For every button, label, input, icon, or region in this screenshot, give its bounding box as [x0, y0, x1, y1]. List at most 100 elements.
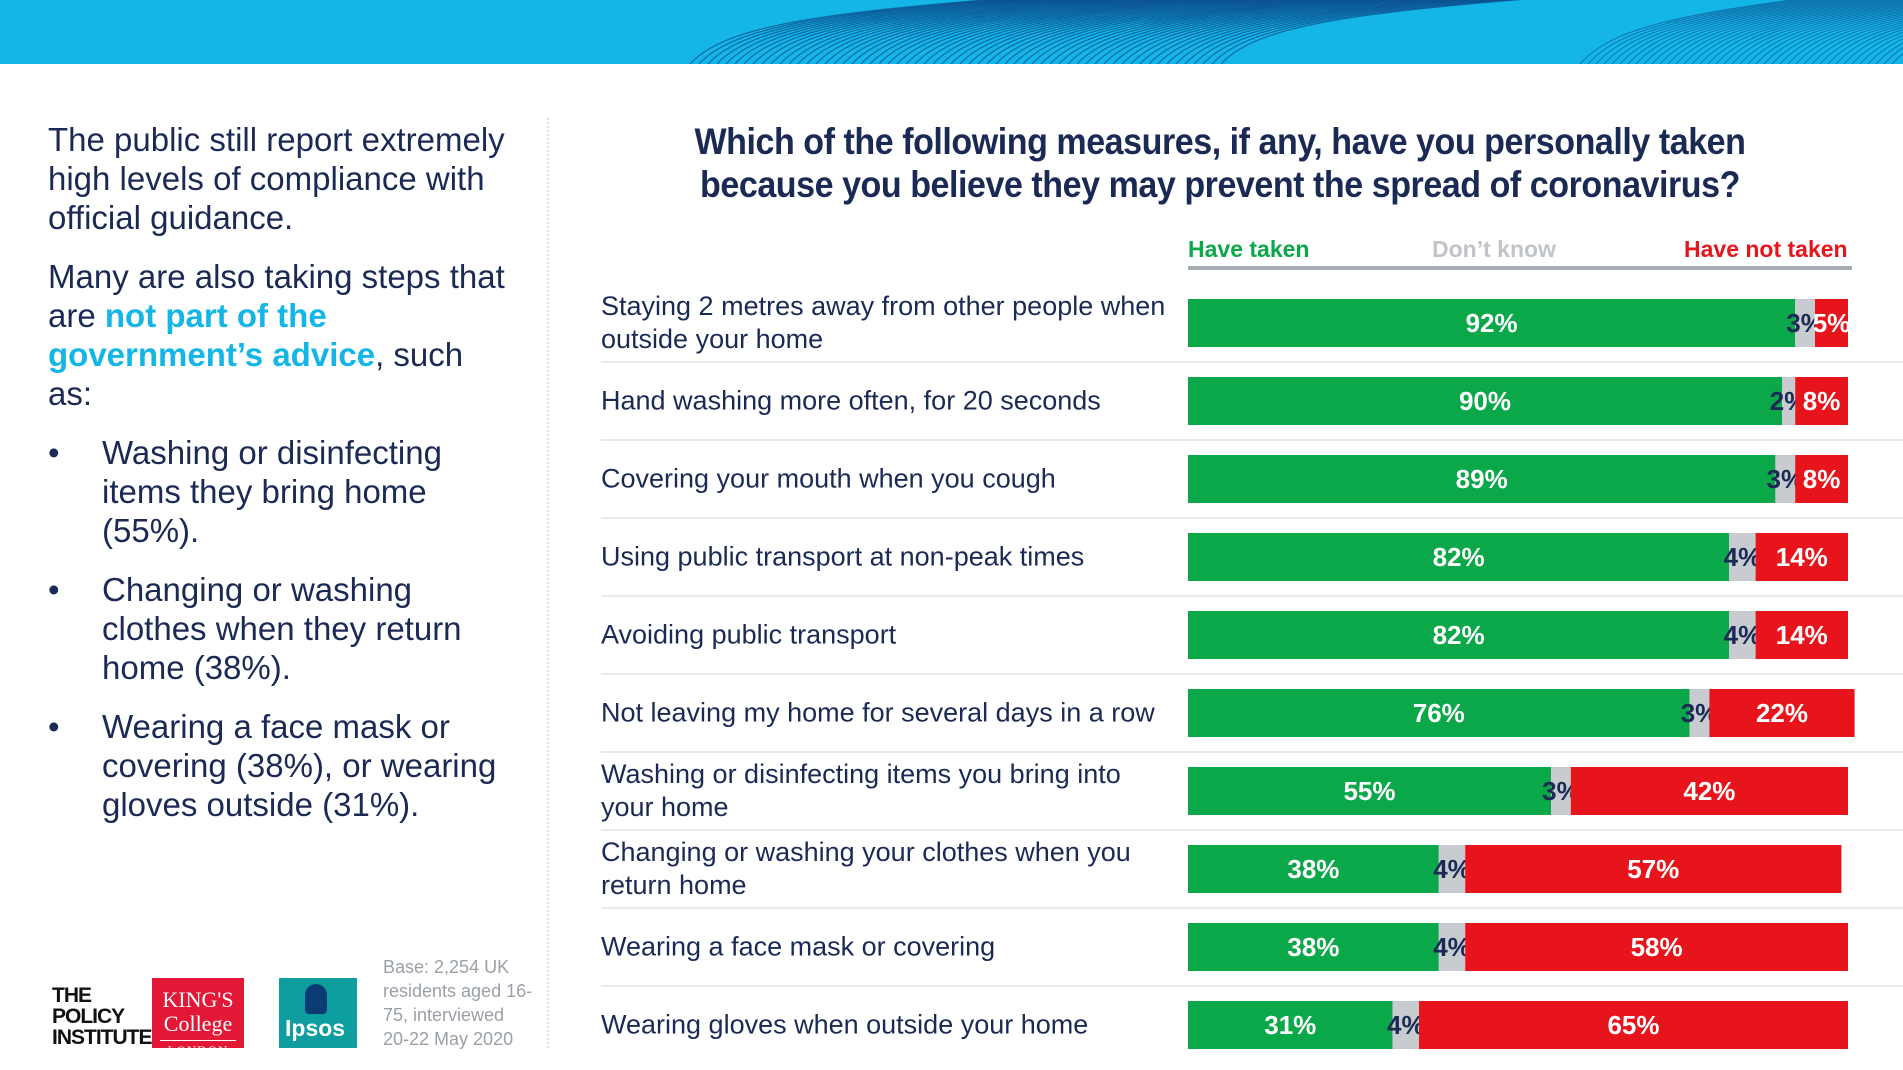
wave-line — [1851, 31, 1903, 64]
wave-line — [1627, 0, 1844, 64]
wave-line — [1811, 20, 1903, 64]
bullet-item: • Washing or disinfecting items they brin… — [48, 433, 508, 550]
bar-segment-have-taken — [1188, 923, 1439, 971]
category-label: Wearing gloves when outside your home — [601, 1009, 1089, 1040]
data-label-have-taken: 82% — [1433, 620, 1485, 650]
wave-line — [698, 0, 1001, 64]
highlight-not-government-advice: not part of the government’s advice — [48, 297, 376, 373]
summary-paragraph-2-end: , such as: — [48, 336, 464, 412]
wave-line — [1022, 0, 1325, 64]
data-label-have-taken: 31% — [1264, 1010, 1316, 1040]
wave-line — [1619, 0, 1836, 64]
kings-logo-city: LONDON — [160, 1040, 236, 1059]
kings-logo-name: KING'S College — [162, 987, 234, 1036]
category-label: Not leaving my home for several days in … — [601, 697, 1155, 728]
data-label-have-not-taken: 8% — [1803, 386, 1841, 416]
wave-line — [1076, 0, 1379, 64]
wave-line — [977, 0, 1280, 64]
legend-rule — [1188, 266, 1852, 270]
wave-line — [878, 0, 1181, 64]
wave-line — [824, 0, 1127, 64]
bar-segment-have-not-taken — [1465, 923, 1848, 971]
wave-line — [1004, 0, 1307, 64]
wave-line — [1715, 2, 1903, 64]
wave-line — [995, 0, 1298, 64]
bar-segment-have-not-taken — [1755, 611, 1848, 659]
data-label-have-not-taken: 42% — [1683, 776, 1735, 806]
bar-segment-have-not-taken — [1795, 455, 1848, 503]
wave-line — [734, 0, 1037, 64]
wave-line — [1587, 0, 1804, 64]
wave-line — [1787, 14, 1903, 64]
wave-line — [1875, 42, 1903, 64]
category-label: Wearing a face mask or covering — [601, 931, 996, 962]
bar-segment-have-not-taken — [1795, 377, 1848, 425]
wave-line — [959, 0, 1262, 64]
bullet-text: Washing or disinfecting items they bring… — [102, 434, 442, 549]
wave-line — [1659, 0, 1876, 64]
category-label: Hand washing more often, for 20 seconds — [601, 385, 1101, 416]
wave-line — [779, 0, 1082, 64]
wave-line — [1819, 21, 1903, 64]
bullet-text: Changing or washing clothes when they re… — [102, 571, 462, 686]
wave-line — [1595, 0, 1812, 64]
wave-line — [914, 0, 1217, 64]
bar-segment-have-not-taken — [1419, 1001, 1848, 1049]
wave-line — [1635, 0, 1852, 64]
wave-line — [1691, 0, 1903, 64]
data-label-have-not-taken: 65% — [1607, 1010, 1659, 1040]
kings-college-london-logo: KING'S College LONDON — [152, 978, 244, 1058]
wave-line — [1220, 0, 1523, 64]
wave-line — [1211, 0, 1514, 64]
wave-line — [1184, 0, 1487, 64]
bar-segment-have-taken — [1188, 533, 1730, 581]
wave-line — [1139, 0, 1442, 64]
data-label-have-not-taken: 8% — [1803, 464, 1841, 494]
wave-line — [806, 0, 1109, 64]
bullet-text: Wearing a face mask or covering (38%), o… — [102, 708, 497, 823]
bar-segment-have-taken — [1188, 767, 1551, 815]
bar-segment-have-taken — [1188, 299, 1796, 347]
wave-line — [842, 0, 1145, 64]
wave-line — [1193, 0, 1496, 64]
bar-segment-dont-know — [1438, 923, 1466, 971]
legend-have-taken: Have taken — [1188, 236, 1310, 262]
wave-line — [1883, 47, 1903, 64]
summary-bullet-list: • Washing or disinfecting items they brin… — [48, 433, 508, 824]
wave-line — [752, 0, 1055, 64]
data-label-have-taken: 76% — [1413, 698, 1465, 728]
bar-segment-have-taken — [1188, 689, 1690, 737]
bar-segment-have-not-taken — [1570, 767, 1848, 815]
wave-line — [1835, 26, 1903, 64]
wave-line — [1859, 34, 1903, 64]
header-wave-pattern — [689, 0, 1903, 64]
wave-line — [1779, 13, 1903, 64]
wave-line — [1771, 11, 1903, 64]
summary-paragraph-2-start: Many are also taking steps that are — [48, 258, 505, 334]
bar-segment-dont-know — [1551, 767, 1571, 815]
wave-line — [932, 0, 1235, 64]
summary-paragraph-2: Many are also taking steps that are not … — [48, 257, 508, 413]
data-label-have-taken: 92% — [1466, 308, 1518, 338]
category-label: Staying 2 metres away from other people … — [601, 291, 1166, 354]
policy-institute-logo: THE POLICY INSTITUTE — [52, 984, 153, 1049]
wave-line — [1651, 0, 1868, 64]
data-label-dont-know: 4% — [1387, 1010, 1425, 1040]
wave-line — [968, 0, 1271, 64]
bar-segment-have-not-taken — [1465, 845, 1842, 893]
category-label: Changing or washing your clothes when yo… — [601, 837, 1131, 900]
bullet-marker: • — [48, 434, 60, 471]
wave-line — [725, 0, 1028, 64]
data-label-have-taken: 89% — [1456, 464, 1508, 494]
bar-segment-have-taken — [1188, 377, 1782, 425]
wave-line — [860, 0, 1163, 64]
wave-line — [1675, 0, 1892, 64]
wave-line — [788, 0, 1091, 64]
bar-segment-dont-know — [1795, 299, 1815, 347]
wave-line — [1040, 0, 1343, 64]
wave-line — [1202, 0, 1505, 64]
wave-line — [1049, 0, 1352, 64]
wave-line — [905, 0, 1208, 64]
wave-line — [1157, 0, 1460, 64]
